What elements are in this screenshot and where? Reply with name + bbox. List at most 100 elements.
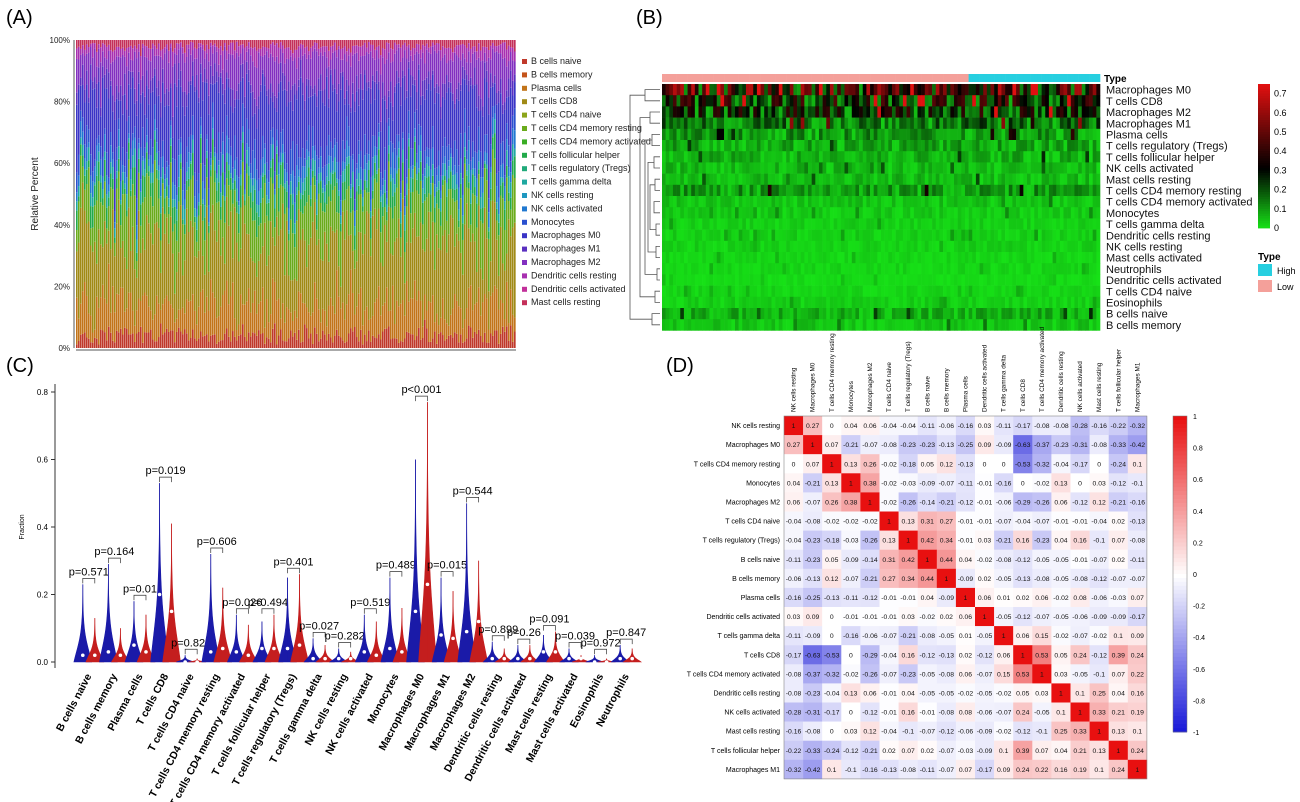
a-bar-segment xyxy=(474,67,476,86)
a-bar-segment xyxy=(354,327,356,348)
a-bar-segment xyxy=(366,192,368,212)
b-heatmap-cell xyxy=(735,95,739,107)
b-heatmap-cell xyxy=(972,173,977,186)
a-bar-segment xyxy=(486,47,488,62)
a-bar-segment xyxy=(126,47,128,67)
b-heatmap-cell xyxy=(902,173,907,186)
a-bar xyxy=(490,40,492,348)
a-bar xyxy=(436,40,438,348)
b-annotation-cell xyxy=(811,74,816,82)
b-heatmap-cell xyxy=(1016,184,1020,197)
a-bar-segment xyxy=(158,198,160,228)
b-heatmap-cell xyxy=(1081,162,1086,174)
a-bar-segment xyxy=(264,343,266,348)
a-legend-label: NK cells activated xyxy=(531,203,603,213)
b-heatmap-cell xyxy=(698,140,703,152)
a-bar-segment xyxy=(336,178,338,183)
b-heatmap-cell xyxy=(749,207,754,219)
b-heatmap-cell xyxy=(1027,184,1031,197)
a-bar-segment xyxy=(326,76,328,146)
a-bar-segment xyxy=(238,201,240,206)
b-heatmap-cell xyxy=(778,240,783,253)
a-bar-segment xyxy=(158,43,160,56)
a-legend-swatch xyxy=(522,126,527,131)
a-bar-segment xyxy=(410,298,412,335)
a-bar-segment xyxy=(96,83,98,108)
a-bar-segment xyxy=(504,175,506,187)
a-bar-segment xyxy=(432,40,434,43)
b-heatmap-cell xyxy=(1063,207,1068,219)
a-bar-segment xyxy=(196,324,198,341)
b-heatmap-cell xyxy=(851,207,856,219)
a-bar-segment xyxy=(436,203,438,235)
b-heatmap-cell xyxy=(1063,106,1068,118)
b-annotation-cell xyxy=(698,74,703,82)
b-heatmap-cell xyxy=(676,84,681,96)
a-bar-segment xyxy=(318,167,320,174)
a-bar-segment xyxy=(306,149,308,160)
b-heatmap-cell xyxy=(837,207,842,219)
b-heatmap-cell xyxy=(906,229,911,242)
a-bar-segment xyxy=(418,236,420,291)
a-bar-segment xyxy=(390,339,392,348)
a-bar-segment xyxy=(332,45,334,53)
b-heatmap-cell xyxy=(665,95,670,107)
b-heatmap-cell xyxy=(1027,84,1031,96)
b-heatmap-cell xyxy=(954,95,958,107)
a-bar-segment xyxy=(148,88,150,105)
b-heatmap-cell xyxy=(1019,184,1024,197)
a-bar-segment xyxy=(210,158,212,166)
a-bar-segment xyxy=(216,71,218,82)
a-bar-segment xyxy=(352,93,354,155)
b-heatmap-cell xyxy=(705,207,710,219)
b-heatmap-cell xyxy=(1085,218,1090,230)
b-heatmap-cell xyxy=(662,173,666,186)
b-heatmap-cell xyxy=(924,218,929,230)
a-bar-segment xyxy=(430,211,432,251)
b-heatmap-cell xyxy=(713,173,718,186)
a-bar xyxy=(138,40,140,348)
a-bar-segment xyxy=(512,95,514,116)
a-bar-segment xyxy=(96,175,98,201)
a-bar-segment xyxy=(142,156,144,161)
b-annotation-cell xyxy=(1027,74,1031,82)
a-bar-segment xyxy=(400,40,402,48)
b-heatmap-cell xyxy=(778,95,783,107)
a-bar-segment xyxy=(444,340,446,348)
b-heatmap-cell xyxy=(793,140,798,152)
b-heatmap-cell xyxy=(691,162,696,174)
a-bar-segment xyxy=(212,139,214,161)
a-bar-segment xyxy=(262,73,264,136)
b-heatmap-cell xyxy=(698,162,703,174)
a-bar xyxy=(472,40,474,348)
a-bar-segment xyxy=(318,158,320,168)
a-bar-segment xyxy=(204,58,206,69)
b-heatmap-cell xyxy=(1085,229,1090,242)
a-bar-segment xyxy=(480,220,482,269)
b-heatmap-cell xyxy=(742,140,747,152)
a-bar-segment xyxy=(382,206,384,217)
b-heatmap-cell xyxy=(1023,218,1028,230)
a-bar-segment xyxy=(414,48,416,55)
b-heatmap-cell xyxy=(742,218,747,230)
a-bar-segment xyxy=(172,51,174,67)
b-heatmap-cell xyxy=(716,196,721,208)
a-bar-segment xyxy=(350,328,352,348)
a-bar-segment xyxy=(254,178,256,190)
a-bar-segment xyxy=(448,47,450,61)
a-bar-segment xyxy=(218,182,220,202)
a-bar-segment xyxy=(198,250,200,307)
a-bar-segment xyxy=(410,75,412,97)
a-bar-segment xyxy=(180,331,182,348)
a-bar-segment xyxy=(484,164,486,169)
a-bar-segment xyxy=(250,40,252,48)
b-heatmap-cell xyxy=(1045,196,1050,208)
a-bar-segment xyxy=(320,90,322,147)
a-bar-segment xyxy=(294,278,296,311)
a-bar-segment xyxy=(208,114,210,189)
a-bar-segment xyxy=(482,168,484,178)
a-bar-segment xyxy=(100,159,102,176)
a-bar-segment xyxy=(316,40,318,44)
a-bar-segment xyxy=(446,338,448,348)
a-bar-segment xyxy=(454,189,456,202)
